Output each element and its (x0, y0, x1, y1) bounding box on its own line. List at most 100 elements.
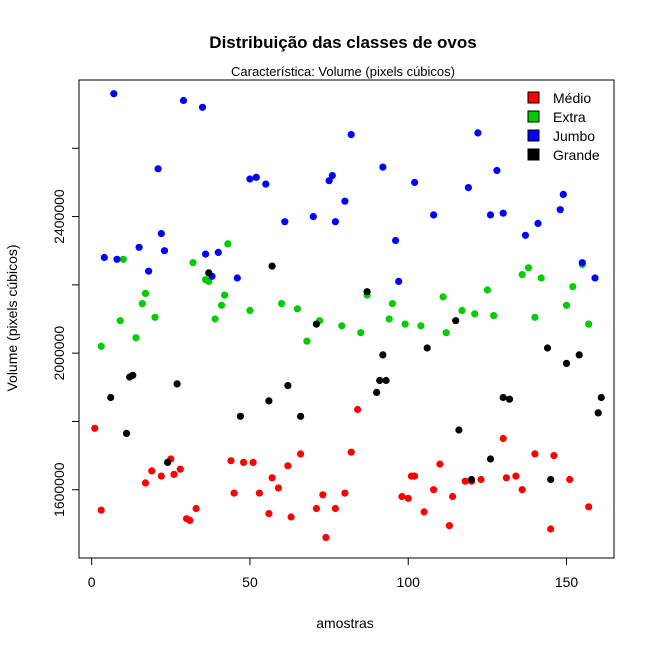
point-extra (458, 306, 466, 315)
point-extra (211, 315, 219, 323)
point-médio (354, 405, 362, 414)
point-médio (512, 472, 520, 480)
y-tick-label: 1600000 (51, 462, 67, 517)
point-médio (240, 458, 248, 466)
point-grande (455, 426, 463, 434)
point-médio (585, 503, 593, 511)
point-médio (566, 475, 574, 484)
point-extra (119, 255, 127, 263)
point-jumbo (499, 209, 507, 217)
legend-swatch-grande (527, 148, 540, 161)
point-médio (550, 452, 558, 460)
point-extra (97, 342, 105, 350)
point-extra (471, 310, 479, 318)
point-jumbo (110, 90, 118, 98)
point-grande (284, 382, 292, 390)
point-extra (401, 320, 409, 328)
point-grande (373, 388, 381, 396)
point-médio (398, 492, 406, 501)
point-jumbo (411, 178, 419, 186)
point-jumbo (341, 197, 349, 205)
point-jumbo (591, 274, 599, 282)
point-grande (382, 376, 390, 385)
point-jumbo (100, 253, 108, 262)
point-jumbo (331, 218, 339, 226)
legend-label-jumbo: Jumbo (553, 128, 595, 144)
point-médio (341, 489, 349, 497)
point-grande (122, 429, 131, 437)
point-grande (265, 397, 273, 405)
point-médio (449, 492, 457, 501)
point-extra (224, 240, 232, 248)
point-jumbo (135, 243, 143, 251)
point-jumbo (464, 184, 472, 192)
point-médio (227, 457, 235, 465)
point-médio (404, 494, 412, 502)
point-médio (230, 489, 238, 497)
point-grande (205, 269, 213, 277)
point-médio (547, 525, 555, 533)
point-jumbo (430, 211, 438, 219)
point-médio (186, 516, 194, 525)
point-extra (303, 337, 311, 345)
point-médio (319, 491, 327, 499)
point-médio (461, 477, 469, 485)
point-extra (293, 305, 301, 313)
point-jumbo (202, 250, 210, 258)
point-médio (312, 504, 320, 513)
point-extra (585, 320, 593, 328)
legend-label-grande: Grande (553, 147, 600, 163)
point-médio (331, 504, 339, 513)
point-grande (173, 380, 181, 388)
point-grande (499, 393, 507, 402)
point-grande (486, 455, 495, 463)
point-extra (483, 286, 491, 294)
point-jumbo (493, 166, 501, 175)
point-médio (249, 458, 257, 466)
point-jumbo (534, 219, 542, 227)
y-axis: 1600000 2000000 2400000 (51, 147, 80, 517)
point-extra (138, 300, 146, 308)
x-tick-label: 0 (88, 574, 96, 590)
point-jumbo (252, 173, 260, 181)
legend-label-médio: Médio (553, 90, 591, 106)
point-grande (547, 475, 555, 484)
point-grande (467, 475, 476, 484)
point-médio (436, 460, 444, 468)
point-jumbo (145, 267, 153, 275)
point-grande (543, 344, 552, 352)
point-grande (575, 351, 583, 359)
point-grande (236, 412, 244, 420)
point-jumbo (246, 175, 254, 183)
point-extra (246, 306, 254, 315)
point-médio (477, 475, 485, 484)
point-médio (284, 462, 292, 470)
point-jumbo (113, 255, 121, 263)
point-médio (192, 504, 200, 513)
point-extra (569, 283, 577, 291)
point-grande (379, 351, 387, 359)
point-médio (287, 513, 295, 521)
point-médio (411, 472, 419, 480)
point-extra (490, 312, 498, 320)
legend-swatch-extra (527, 110, 540, 123)
x-tick-label: 150 (555, 574, 579, 590)
point-grande (268, 262, 276, 270)
y-tick-label: 2000000 (51, 326, 67, 381)
point-jumbo (198, 103, 207, 111)
point-grande (423, 344, 431, 352)
point-extra (338, 322, 346, 330)
point-extra (537, 274, 545, 282)
point-extra (417, 322, 425, 330)
point-extra (357, 329, 365, 337)
point-extra (442, 329, 450, 337)
point-jumbo (578, 259, 586, 267)
point-jumbo (179, 96, 188, 105)
point-jumbo (160, 247, 169, 255)
point-jumbo (347, 131, 355, 139)
point-jumbo (262, 180, 270, 188)
point-jumbo (392, 236, 400, 245)
point-médio (265, 509, 273, 518)
point-médio (420, 508, 428, 516)
point-extra (562, 301, 571, 309)
